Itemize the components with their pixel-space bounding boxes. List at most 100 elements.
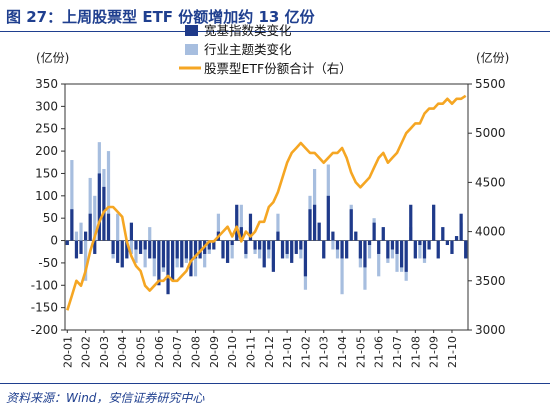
broad-bar: [436, 240, 440, 259]
broad-bar: [125, 240, 129, 259]
industry-bar: [88, 177, 92, 241]
left-axis-tick-label: 0: [50, 234, 58, 248]
left-axis-tick-label: 150: [35, 166, 58, 180]
industry-bar: [367, 240, 372, 259]
broad-bar: [253, 240, 257, 250]
broad-bar: [221, 240, 225, 259]
left-axis-tick-label: -50: [38, 256, 58, 270]
broad-bar: [129, 222, 134, 241]
x-axis-tick-label: 20-12: [263, 336, 276, 368]
x-axis-tick-label: 21-05: [354, 336, 367, 368]
broad-bar: [290, 240, 294, 263]
broad-bar: [74, 240, 79, 259]
x-axis-tick-label: 20-01: [61, 336, 74, 368]
legend-broad-swatch: [185, 25, 198, 36]
broad-bar: [138, 240, 143, 254]
industry-bar: [106, 151, 111, 241]
broad-bar: [161, 240, 166, 268]
legend-broad-label: 宽基指数类变化: [204, 23, 292, 38]
right-axis-tick-label: 4000: [475, 225, 506, 239]
broad-bar: [93, 240, 97, 254]
left-axis-tick-label: -150: [31, 301, 58, 315]
industry-bar: [395, 240, 399, 272]
broad-bar: [267, 240, 271, 250]
left-axis-tick-label: 300: [35, 99, 58, 113]
broad-bar: [322, 240, 326, 259]
right-axis-unit: (亿份): [476, 50, 509, 65]
broad-bar: [244, 240, 248, 254]
broad-bar: [152, 240, 156, 259]
broad-bar: [464, 240, 468, 259]
right-axis-tick-label: 3000: [475, 323, 506, 337]
broad-bar: [363, 240, 367, 268]
broad-bar: [390, 240, 395, 250]
broad-bar: [312, 204, 317, 241]
broad-bar: [212, 240, 216, 250]
x-axis-tick-label: 20-05: [135, 336, 148, 368]
broad-bar: [404, 240, 408, 272]
broad-bar: [432, 204, 436, 241]
broad-bar: [157, 240, 161, 286]
broad-bar: [116, 240, 120, 263]
broad-bar: [148, 240, 152, 259]
broad-bar: [409, 204, 413, 241]
broad-bar: [454, 236, 459, 241]
industry-bar: [377, 240, 381, 277]
industry-bar: [84, 240, 88, 281]
broad-bar: [193, 240, 198, 259]
x-axis-tick-label: 21-10: [446, 336, 459, 368]
x-axis-tick-label: 21-03: [318, 336, 331, 368]
x-axis-tick-label: 20-10: [226, 336, 239, 368]
broad-bar: [225, 240, 230, 263]
left-axis-tick-label: -200: [31, 323, 58, 337]
left-axis-tick-label: 50: [43, 211, 58, 225]
source-note: 资料来源：Wind，安信证券研究中心: [6, 391, 205, 405]
broad-bar: [70, 209, 74, 241]
broad-bar: [111, 240, 115, 254]
broad-bar: [171, 240, 175, 281]
x-axis-tick-label: 21-01: [281, 336, 294, 368]
x-axis-tick-label: 20-04: [116, 336, 129, 368]
broad-bar: [413, 240, 417, 259]
right-axis-tick-label: 5000: [475, 126, 506, 140]
broad-bar: [79, 240, 83, 254]
broad-bar: [326, 195, 330, 241]
industry-bar: [230, 240, 234, 259]
broad-bar: [143, 240, 147, 250]
legend-industry-label: 行业主题类变化: [204, 42, 292, 57]
broad-bar: [166, 240, 170, 295]
right-axis-tick-label: 4500: [475, 175, 506, 189]
right-axis-tick-label: 5500: [475, 77, 506, 91]
legend-industry-swatch: [185, 44, 198, 55]
broad-bar: [331, 231, 335, 241]
industry-bar: [70, 160, 74, 241]
broad-bar: [427, 240, 431, 250]
broad-bar: [418, 240, 422, 246]
x-axis-tick-label: 20-03: [98, 336, 111, 368]
x-axis-tick-label: 20-02: [80, 336, 93, 368]
broad-bar: [372, 222, 376, 241]
broad-bar: [381, 227, 385, 241]
industry-bar: [74, 231, 79, 241]
x-axis-tick-label: 20-07: [171, 336, 184, 368]
plot-frame: [64, 83, 469, 331]
industry-bar: [79, 222, 83, 241]
x-axis-tick-label: 20-08: [190, 336, 203, 368]
figure-title: 图 27：上周股票型 ETF 份额增加约 13 亿份: [6, 8, 315, 26]
broad-bar: [299, 240, 303, 250]
broad-bar: [345, 240, 349, 259]
industry-bar: [129, 240, 134, 254]
broad-bar: [235, 204, 239, 241]
left-axis-tick-label: 350: [35, 77, 58, 91]
broad-bar: [276, 231, 280, 241]
industry-bar: [418, 240, 422, 259]
broad-bar: [459, 213, 463, 241]
broad-bar: [317, 222, 321, 241]
industry-bar: [312, 168, 317, 241]
broad-bar: [189, 240, 193, 277]
broad-bar: [106, 213, 111, 241]
broad-bar: [285, 240, 289, 254]
legend-total-label: 股票型ETF份额合计（右）: [204, 61, 352, 76]
x-axis-tick-label: 21-06: [373, 336, 386, 368]
